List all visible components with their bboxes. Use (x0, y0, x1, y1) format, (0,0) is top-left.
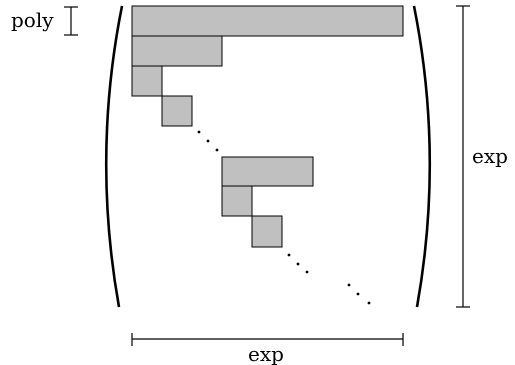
block-row-medium-1 (131, 35, 223, 67)
left-parenthesis (104, 5, 124, 308)
right-parenthesis (412, 5, 432, 308)
poly-bracket (64, 6, 78, 36)
block-square-4 (251, 215, 283, 248)
block-square-2 (161, 95, 193, 127)
exp-bottom-label: exp (248, 342, 284, 365)
horizontal-dimension-bracket (131, 333, 404, 346)
block-row-wide-1 (131, 5, 404, 37)
block-group-top (131, 5, 404, 127)
block-group-middle (221, 156, 314, 248)
block-row-medium-2 (221, 156, 314, 187)
poly-label: poly (11, 8, 54, 32)
block-square-3 (221, 185, 253, 217)
ellipsis-dots-3 (347, 283, 371, 305)
exp-right-label: exp (472, 144, 508, 168)
ellipsis-dots-2 (287, 253, 309, 274)
vertical-dimension-bracket (456, 5, 470, 308)
block-square-1 (131, 65, 163, 97)
ellipsis-dots-1 (197, 130, 219, 152)
